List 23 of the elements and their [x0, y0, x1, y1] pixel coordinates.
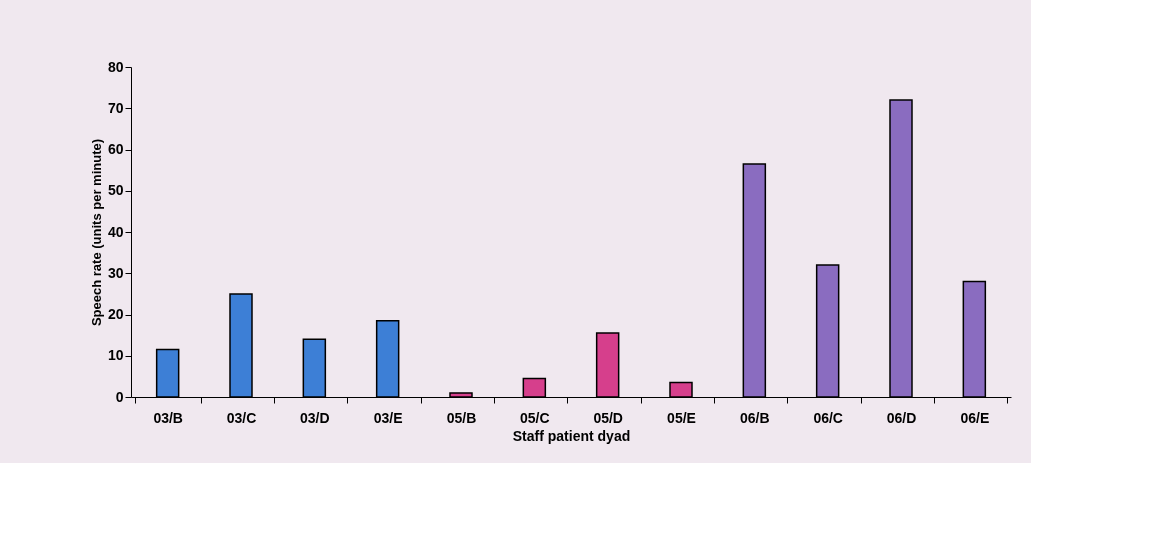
y-tick-label: 80	[107, 58, 124, 75]
x-tick-label: 03/E	[373, 409, 403, 426]
y-tick-label: 50	[107, 182, 124, 199]
x-tick-label: 06/E	[960, 409, 990, 426]
y-axis-title: Speech rate (units per minute)	[88, 138, 104, 327]
y-tick-label: 60	[107, 141, 124, 157]
x-tick-label: 03/C	[226, 409, 257, 426]
x-tick-label: 05/E	[667, 409, 696, 426]
x-tick-label: 06/D	[886, 409, 917, 426]
x-axis-title: Staff patient dyad	[512, 427, 631, 444]
y-tick-label: 10	[107, 347, 124, 364]
x-tick-label: 06/B	[740, 409, 770, 426]
y-tick-label: 0	[115, 388, 124, 405]
x-tick-label: 03/B	[153, 409, 183, 426]
x-tick-label: 05/C	[520, 409, 550, 426]
y-tick-label: 20	[107, 306, 124, 322]
y-tick-label: 40	[107, 223, 124, 240]
x-tick-label: 05/D	[593, 409, 623, 426]
x-tick-label: 03/D	[300, 409, 330, 426]
y-tick-label: 30	[107, 264, 124, 281]
x-tick-label: 05/B	[446, 409, 477, 426]
y-tick-label: 70	[107, 99, 124, 116]
x-tick-label: 06/C	[813, 409, 843, 426]
